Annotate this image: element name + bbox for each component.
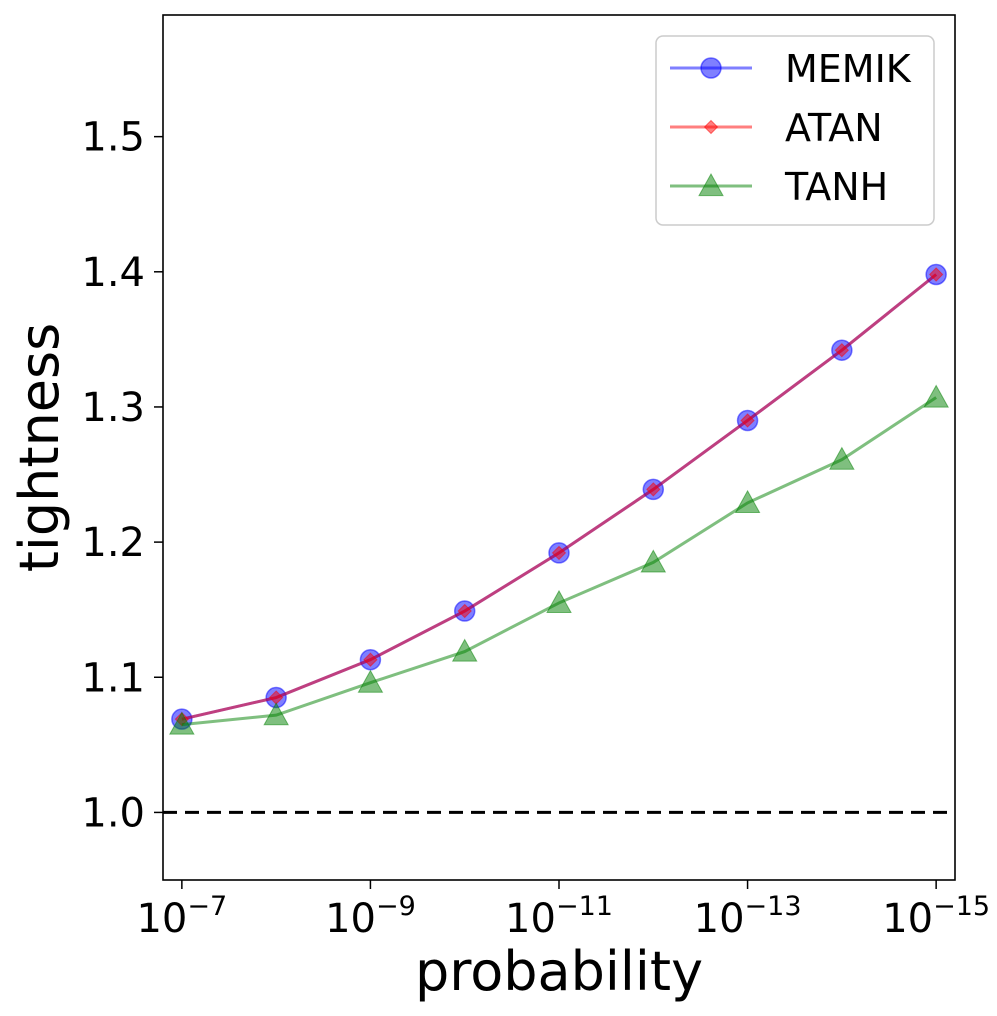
data-point-tanh	[451, 638, 478, 662]
data-point-tanh	[169, 711, 195, 735]
data-point-tanh	[640, 549, 667, 573]
x-tick-label: 10−7	[136, 891, 227, 942]
data-point-atan	[363, 652, 378, 667]
data-point-atan	[928, 267, 944, 282]
y-tick-label: 1.1	[81, 655, 145, 701]
x-tick-label: 10−11	[505, 891, 613, 942]
y-tick-label: 1.4	[81, 250, 145, 296]
legend-label-atan: ATAN	[785, 106, 883, 150]
legend-frame	[655, 35, 935, 226]
x-tick-label: 10−13	[694, 891, 802, 942]
data-point-tanh	[923, 384, 949, 408]
series-memik	[171, 263, 947, 730]
series-line-memik	[181, 273, 938, 721]
series-line-atan	[181, 273, 938, 721]
series-atan	[174, 267, 944, 727]
x-tick-label: 10−15	[882, 891, 990, 942]
legend-marker-atan	[703, 119, 719, 135]
x-tick-label: 10−9	[325, 891, 416, 942]
data-point-atan	[834, 342, 850, 358]
legend-marker-tanh	[698, 172, 724, 197]
series-tanh	[169, 384, 949, 735]
legend-label-tanh: TANH	[784, 165, 888, 209]
data-point-tanh	[734, 489, 761, 514]
y-axis-title: tightness	[8, 323, 71, 573]
y-tick-label: 1.3	[81, 385, 145, 431]
data-point-atan	[457, 603, 472, 619]
y-tick-label: 1.2	[81, 520, 145, 566]
data-point-tanh	[546, 589, 572, 614]
legend-label-memik: MEMIK	[785, 47, 912, 91]
y-tick-label: 1.5	[81, 115, 145, 161]
y-tick-label: 1.0	[81, 790, 145, 836]
legend: MEMIK ATAN TANH	[655, 35, 935, 226]
data-point-tanh	[357, 669, 384, 693]
data-point-atan	[551, 545, 567, 561]
x-axis-title: probability	[415, 940, 703, 1003]
data-point-tanh	[829, 446, 855, 470]
data-point-atan	[740, 413, 755, 428]
legend-marker-memik	[700, 57, 722, 79]
data-point-tanh	[263, 702, 289, 726]
data-point-atan	[646, 482, 661, 497]
